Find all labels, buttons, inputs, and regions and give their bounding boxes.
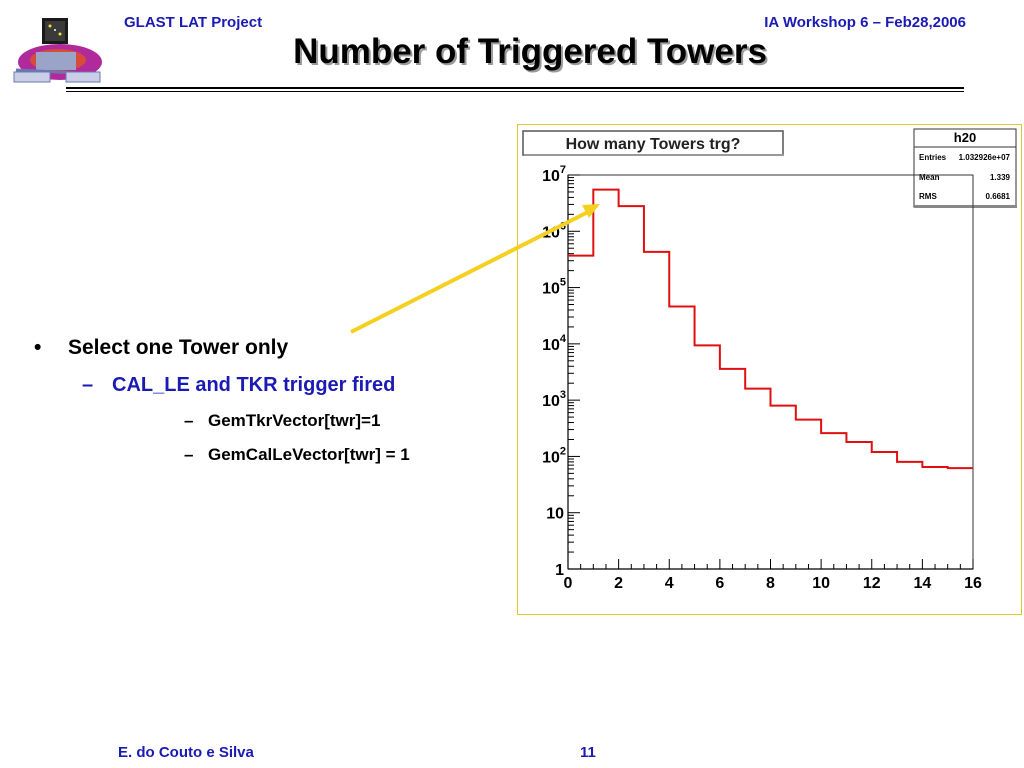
y-tick-label: 104 (542, 333, 567, 354)
bullet-marker: • (34, 336, 42, 359)
x-tick-label: 16 (964, 575, 982, 592)
histogram-series (568, 188, 973, 470)
x-tick-label: 12 (863, 575, 881, 592)
chart-title: How many Towers trg? (566, 136, 741, 153)
bullet-text: Select one Tower only (68, 336, 289, 359)
x-tick-label: 14 (913, 575, 931, 592)
project-name: GLAST LAT Project (124, 14, 263, 31)
stats-mean-value: 1.339 (990, 173, 1011, 182)
stats-title: h20 (954, 130, 976, 145)
x-tick-label: 0 (564, 575, 573, 592)
bullet-text: GemTkrVector[twr]=1 (208, 411, 381, 430)
bullet-marker: – (184, 445, 194, 464)
glast-logo (13, 18, 102, 83)
chart-title-shadow (524, 154, 784, 156)
slide-title: Number of Triggered Towers (293, 32, 767, 71)
x-tick-label: 6 (715, 575, 724, 592)
title-divider-thin (66, 91, 964, 92)
stats-mean-label: Mean (919, 173, 940, 182)
stats-entries-label: Entries (919, 153, 947, 162)
bullet-text: CAL_LE and TKR trigger fired (112, 374, 396, 396)
y-tick-label: 10 (546, 506, 564, 523)
axes: 0 2 4 6 8 10 12 14 16 1 10 102 103 104 105 106 107 (542, 164, 982, 592)
y-tick-label: 102 (542, 445, 566, 466)
x-tick-label: 10 (812, 575, 830, 592)
y-tick-label: 106 (542, 220, 566, 241)
y-tick-label: 1 (555, 562, 564, 579)
bullet-marker: – (82, 374, 94, 396)
plot-area (567, 174, 974, 570)
stats-entries-value: 1.032926e+07 (959, 153, 1011, 162)
x-tick-label: 8 (766, 575, 775, 592)
bullet-marker: – (184, 411, 194, 430)
x-tick-label: 4 (665, 575, 674, 592)
workshop-info: IA Workshop 6 – Feb28,2006 (764, 14, 966, 31)
page-number: 11 (580, 744, 596, 761)
histogram-chart: How many Towers trg? h20 Entries 1.03292… (522, 128, 1017, 592)
histogram-line (568, 188, 973, 470)
chart-title-box (522, 130, 784, 156)
x-tick-label: 2 (614, 575, 623, 592)
stats-rms-value: 0.6681 (986, 192, 1011, 201)
y-tick-label: 105 (542, 277, 566, 298)
stats-box: h20 Entries 1.032926e+07 Mean 1.339 RMS … (913, 128, 1017, 208)
bullet-text: GemCalLeVector[twr] = 1 (208, 445, 410, 464)
y-tick-label: 107 (542, 164, 566, 185)
histogram-panel: How many Towers trg? h20 Entries 1.03292… (517, 124, 1022, 615)
footer-author: E. do Couto e Silva (118, 744, 254, 761)
stats-rms-label: RMS (919, 192, 937, 201)
title-divider (66, 87, 964, 89)
y-tick-label: 103 (542, 389, 566, 410)
